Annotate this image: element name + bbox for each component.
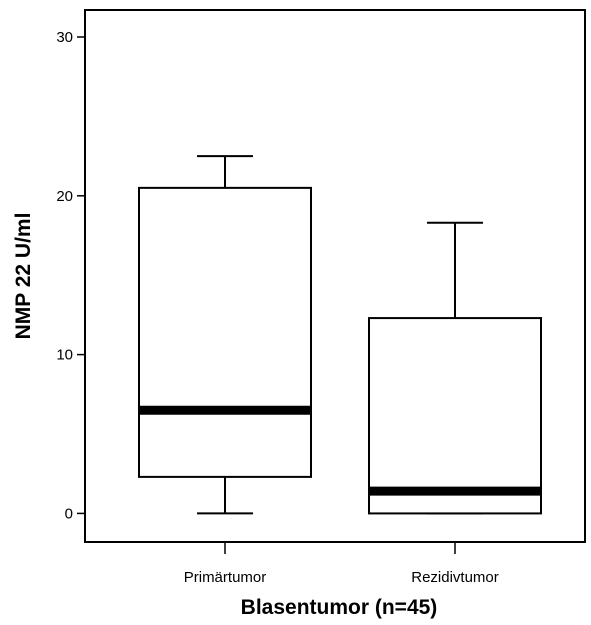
x-axis: Primärtumor Rezidivtumor bbox=[184, 542, 499, 586]
x-tick-label: Primärtumor bbox=[184, 569, 267, 586]
y-tick-label: 30 bbox=[56, 29, 73, 46]
x-tick-label: Rezidivtumor bbox=[411, 569, 499, 586]
iqr-box bbox=[138, 186, 312, 478]
y-tick-label: 20 bbox=[56, 188, 73, 205]
boxes bbox=[138, 155, 542, 515]
iqr-box bbox=[368, 317, 542, 515]
plot-frame bbox=[84, 9, 586, 543]
y-tick-label: 10 bbox=[56, 347, 73, 364]
x-axis-title: Blasentumor (n=45) bbox=[241, 596, 438, 619]
box-1 bbox=[138, 155, 312, 515]
y-axis-title: NMP 22 U/ml bbox=[12, 213, 35, 340]
y-axis: 0 10 20 30 bbox=[56, 29, 85, 522]
box-2 bbox=[368, 221, 542, 515]
y-tick-label: 0 bbox=[65, 505, 73, 522]
